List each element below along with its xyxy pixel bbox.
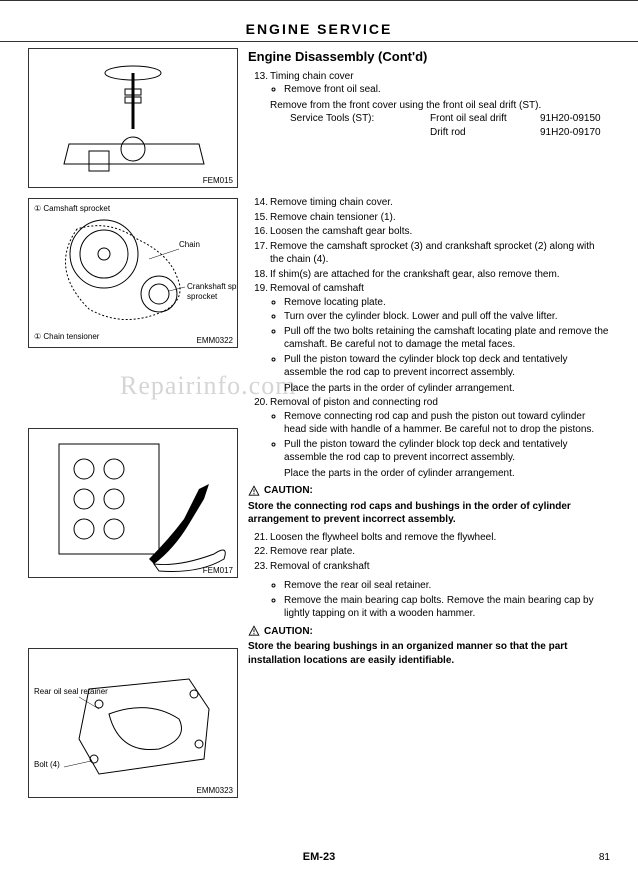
figure-2-svg: ① Camshaft sprocket Chain Crankshaft spr…: [29, 199, 237, 347]
left-column: FEM015 ① Camshaft sprocket Chain Cranksh…: [28, 48, 238, 798]
footer-page-number: 81: [599, 852, 610, 863]
caution-2-text: Store the bearing bushings in an organiz…: [248, 640, 610, 667]
step-13-after: Remove from the front cover using the fr…: [270, 99, 610, 113]
s20-b0: Remove connecting rod cap and push the p…: [284, 410, 610, 437]
figure-4: Rear oil seal retainer Bolt (4) EMM0323: [28, 648, 238, 798]
s19-after: Place the parts in the order of cylinder…: [284, 382, 610, 396]
fig2-callout-c: Crankshaft sprocket: [187, 282, 237, 291]
step-15: 15.Remove chain tensioner (1).: [270, 211, 610, 225]
tools-label: Service Tools (ST):: [290, 112, 430, 139]
step-13: 13. Timing chain cover Remove front oil …: [270, 70, 610, 140]
figure-2-label: EMM0322: [197, 336, 233, 345]
step-13-bullet: Remove front oil seal.: [284, 83, 610, 97]
figure-1: FEM015: [28, 48, 238, 188]
s19-b3: Pull the piston toward the cylinder bloc…: [284, 353, 610, 380]
tool-1-pn: 91H20-09170: [540, 126, 601, 140]
fig4-callout-a: Rear oil seal retainer: [34, 687, 108, 696]
step-22: 22.Remove rear plate.: [270, 545, 610, 559]
tool-0-name: Front oil seal drift: [430, 112, 540, 126]
s20-after: Place the parts in the order of cylinder…: [284, 467, 610, 481]
figure-3-label: FEM017: [203, 566, 233, 575]
tool-0-pn: 91H20-09150: [540, 112, 601, 126]
caution-2-head: CAUTION:: [248, 625, 610, 639]
step-16: 16.Loosen the camshaft gear bolts.: [270, 225, 610, 239]
fig2-callout-b: Chain: [179, 240, 200, 249]
figure-2: ① Camshaft sprocket Chain Crankshaft spr…: [28, 198, 238, 348]
s20-b1: Pull the piston toward the cylinder bloc…: [284, 438, 610, 465]
caution-1-label: CAUTION:: [264, 484, 313, 498]
s23-b1: Remove the main bearing cap bolts. Remov…: [284, 594, 610, 621]
step-18: 18.If shim(s) are attached for the crank…: [270, 268, 610, 282]
tool-1-name: Drift rod: [430, 126, 540, 140]
step-21: 21.Loosen the flywheel bolts and remove …: [270, 531, 610, 545]
right-column: Engine Disassembly (Cont'd) 13. Timing c…: [248, 48, 610, 798]
fig4-callout-b: Bolt (4): [34, 760, 60, 769]
figure-4-svg: Rear oil seal retainer Bolt (4): [29, 649, 237, 797]
step-19: 19.Removal of camshaft Remove locating p…: [270, 282, 610, 395]
section-title: Engine Disassembly (Cont'd): [248, 48, 610, 66]
s23-b0: Remove the rear oil seal retainer.: [284, 579, 610, 593]
s19-b1: Turn over the cylinder block. Lower and …: [284, 310, 610, 324]
caution-1-text: Store the connecting rod caps and bushin…: [248, 500, 610, 527]
svg-text:sprocket: sprocket: [187, 292, 218, 301]
s19-b0: Remove locating plate.: [284, 296, 610, 310]
header-divider: [0, 41, 638, 42]
step-17: 17.Remove the camshaft sprocket (3) and …: [270, 240, 610, 267]
step-14: 14.Remove timing chain cover.: [270, 196, 610, 210]
footer-center: EM-23: [0, 851, 638, 863]
figure-4-label: EMM0323: [197, 786, 233, 795]
figure-1-label: FEM015: [203, 176, 233, 185]
s19-b2: Pull off the two bolts retaining the cam…: [284, 325, 610, 352]
figure-3-svg: [29, 429, 237, 577]
figure-3: FEM017: [28, 428, 238, 578]
fig2-callout-a: ① Camshaft sprocket: [34, 204, 111, 213]
warning-icon: [248, 625, 260, 637]
caution-2-label: CAUTION:: [264, 625, 313, 639]
page-header: ENGINE SERVICE: [28, 21, 610, 41]
fig2-callout-d: ① Chain tensioner: [34, 332, 100, 341]
figure-1-svg: [29, 49, 237, 187]
warning-icon: [248, 485, 260, 497]
caution-1-head: CAUTION:: [248, 484, 610, 498]
step-20: 20.Removal of piston and connecting rod …: [270, 396, 610, 480]
step-23: 23.Removal of crankshaft Remove the rear…: [270, 560, 610, 621]
